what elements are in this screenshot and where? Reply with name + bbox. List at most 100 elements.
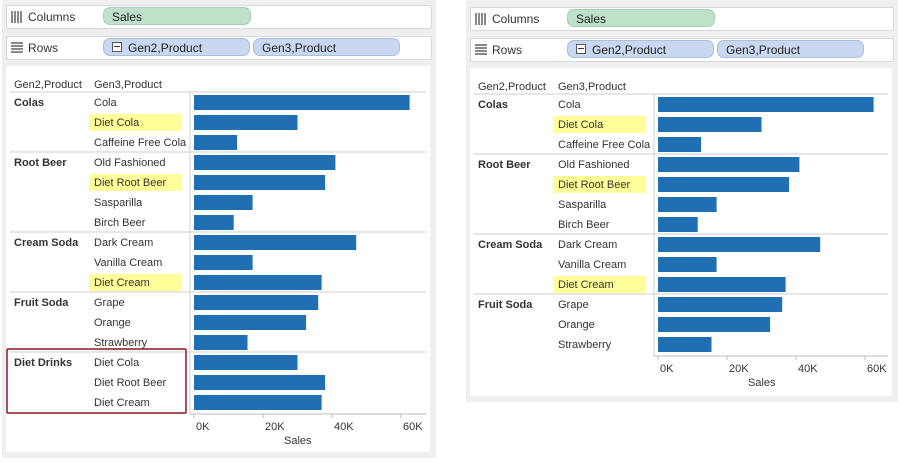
bar[interactable] xyxy=(194,295,319,310)
rows-icon xyxy=(11,42,23,53)
x-tick-label: 20K xyxy=(265,421,285,433)
header-gen2: Gen2,Product xyxy=(478,81,546,93)
row-label[interactable]: Diet Cream xyxy=(94,277,150,289)
row-label[interactable]: Dark Cream xyxy=(94,237,153,249)
row-label[interactable]: Strawberry xyxy=(558,339,612,351)
worksheet-right: Columns Sales Rows Gen2,Product Gen3,Pro… xyxy=(466,0,898,402)
row-label[interactable]: Caffeine Free Cola xyxy=(94,137,187,149)
row-label[interactable]: Strawberry xyxy=(94,337,148,349)
bar[interactable] xyxy=(194,95,410,110)
bar[interactable] xyxy=(658,317,771,332)
bar[interactable] xyxy=(194,215,234,230)
bar[interactable] xyxy=(194,395,322,410)
row-label[interactable]: Grape xyxy=(558,299,589,311)
bar[interactable] xyxy=(658,237,821,252)
row-label[interactable]: Vanilla Cream xyxy=(94,257,162,269)
columns-label: Columns xyxy=(492,12,540,26)
bar[interactable] xyxy=(194,275,322,290)
rows-shelf[interactable]: Rows Gen2,Product Gen3,Product xyxy=(6,36,432,60)
bar[interactable] xyxy=(658,217,698,232)
x-axis-title: Sales xyxy=(284,435,312,447)
bar[interactable] xyxy=(194,115,298,130)
columns-icon xyxy=(11,11,22,23)
bar[interactable] xyxy=(194,135,238,150)
group-label: Root Beer xyxy=(14,157,67,169)
worksheet-left: Columns Sales Rows Gen2,Product Gen3,Pro… xyxy=(2,0,436,458)
group-label: Colas xyxy=(478,99,508,111)
bar[interactable] xyxy=(194,375,326,390)
group-label: Fruit Soda xyxy=(14,297,69,309)
row-label[interactable]: Birch Beer xyxy=(558,219,610,231)
bar[interactable] xyxy=(194,335,248,350)
row-label[interactable]: Caffeine Free Cola xyxy=(558,139,651,151)
row-label[interactable]: Sasparilla xyxy=(558,199,607,211)
row-label[interactable]: Diet Cream xyxy=(558,279,614,291)
bar[interactable] xyxy=(658,197,717,212)
row-label[interactable]: Orange xyxy=(558,319,595,331)
bar[interactable] xyxy=(658,177,790,192)
gen3-pill-label: Gen3,Product xyxy=(262,41,337,55)
bar[interactable] xyxy=(194,195,253,210)
gen2-pill-label: Gen2,Product xyxy=(592,43,667,57)
bar[interactable] xyxy=(658,337,712,352)
x-tick-label: 60K xyxy=(403,421,423,433)
row-label[interactable]: Grape xyxy=(94,297,125,309)
row-label[interactable]: Cola xyxy=(94,97,118,109)
row-label[interactable]: Vanilla Cream xyxy=(558,259,626,271)
row-label[interactable]: Sasparilla xyxy=(94,197,143,209)
row-label[interactable]: Diet Root Beer xyxy=(94,377,166,389)
bar[interactable] xyxy=(194,355,298,370)
gen2-pill-label: Gen2,Product xyxy=(128,41,203,55)
bar[interactable] xyxy=(194,155,336,170)
x-tick-label: 40K xyxy=(798,363,818,375)
row-label[interactable]: Diet Root Beer xyxy=(558,179,630,191)
bar-chart-right: Gen2,Product Gen3,Product Colas Cola Diet Co… xyxy=(474,81,888,389)
gen3-product-pill[interactable]: Gen3,Product xyxy=(717,40,864,58)
bar-chart-left: Gen2,Product Gen3,Product Colas Cola Diet Co… xyxy=(6,79,426,447)
x-axis-title: Sales xyxy=(748,377,776,389)
row-label[interactable]: Dark Cream xyxy=(558,239,617,251)
row-label[interactable]: Cola xyxy=(558,99,582,111)
row-label[interactable]: Diet Cola xyxy=(558,119,604,131)
row-label[interactable]: Diet Cream xyxy=(94,397,150,409)
highlight-bg xyxy=(553,276,646,293)
bar[interactable] xyxy=(658,157,800,172)
bar[interactable] xyxy=(658,277,786,292)
gen2-product-pill[interactable]: Gen2,Product xyxy=(103,38,250,56)
group-label: Diet Drinks xyxy=(14,357,72,369)
collapse-icon[interactable] xyxy=(112,42,122,52)
group-label: Fruit Soda xyxy=(478,299,533,311)
bar[interactable] xyxy=(194,235,357,250)
columns-shelf[interactable]: Columns Sales xyxy=(470,7,894,31)
bar[interactable] xyxy=(194,175,326,190)
highlight-bg xyxy=(89,114,182,131)
row-label[interactable]: Old Fashioned xyxy=(94,157,166,169)
collapse-icon[interactable] xyxy=(576,44,586,54)
row-label[interactable]: Orange xyxy=(94,317,131,329)
highlight-bg xyxy=(553,176,646,193)
gen2-product-pill[interactable]: Gen2,Product xyxy=(567,40,714,58)
row-label[interactable]: Birch Beer xyxy=(94,217,146,229)
columns-shelf[interactable]: Columns Sales xyxy=(6,5,432,29)
bar[interactable] xyxy=(658,257,717,272)
bar[interactable] xyxy=(658,97,874,112)
row-label[interactable]: Diet Root Beer xyxy=(94,177,166,189)
group-label: Root Beer xyxy=(478,159,531,171)
rows-shelf[interactable]: Rows Gen2,Product Gen3,Product xyxy=(470,38,894,62)
bar[interactable] xyxy=(658,297,783,312)
row-label[interactable]: Diet Cola xyxy=(94,117,140,129)
sales-pill[interactable]: Sales xyxy=(103,7,251,25)
bar[interactable] xyxy=(194,255,253,270)
bar[interactable] xyxy=(658,117,762,132)
x-tick-label: 0K xyxy=(196,421,210,433)
row-label[interactable]: Diet Cola xyxy=(94,357,140,369)
bar[interactable] xyxy=(194,315,307,330)
bar[interactable] xyxy=(658,137,702,152)
row-label[interactable]: Old Fashioned xyxy=(558,159,630,171)
gen3-product-pill[interactable]: Gen3,Product xyxy=(253,38,400,56)
sales-pill[interactable]: Sales xyxy=(567,9,715,27)
selection-box xyxy=(6,348,187,414)
x-tick-label: 20K xyxy=(729,363,749,375)
header-gen3: Gen3,Product xyxy=(558,81,626,93)
group-label: Cream Soda xyxy=(478,239,543,251)
